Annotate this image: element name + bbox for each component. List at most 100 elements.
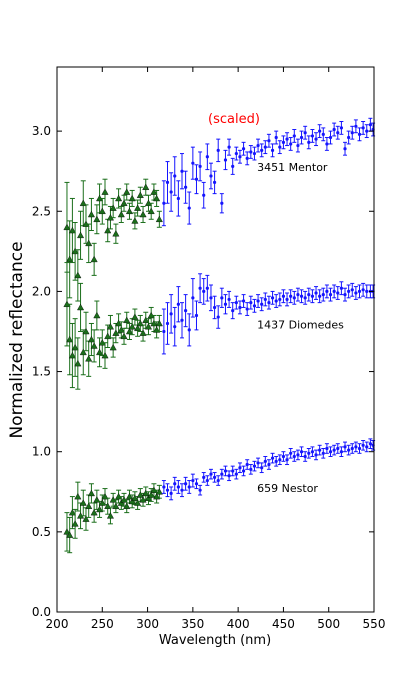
1437-diomedes-uv-point bbox=[93, 311, 101, 319]
659-nestor-uv-point bbox=[90, 509, 98, 516]
3451-mentor-uv-point bbox=[66, 255, 74, 263]
659-nestor-vis-point bbox=[343, 445, 347, 449]
3451-mentor-vis-point bbox=[234, 151, 238, 156]
3451-mentor-vis-point bbox=[231, 164, 235, 168]
1437-diomedes-uv-point bbox=[123, 316, 131, 324]
659-nestor-vis-point bbox=[368, 442, 372, 446]
plot-frame bbox=[56, 66, 375, 613]
1437-diomedes-vis-point bbox=[249, 301, 253, 305]
659-nestor-vis-point bbox=[184, 482, 188, 486]
3451-mentor-vis-point bbox=[187, 206, 191, 210]
3451-mentor-uv-point bbox=[117, 210, 125, 218]
659-nestor-uv-point bbox=[136, 491, 144, 498]
659-nestor-vis-point bbox=[260, 466, 264, 470]
3451-mentor-vis-point bbox=[278, 145, 282, 149]
3451-mentor-vis-point bbox=[227, 145, 231, 149]
3451-mentor-vis-point bbox=[205, 155, 209, 159]
x-tick-label: 500 bbox=[317, 617, 340, 631]
1437-diomedes-uv-point bbox=[87, 335, 95, 343]
3451-mentor-label: 3451 Mentor bbox=[257, 161, 328, 174]
1437-diomedes-vis-point bbox=[318, 294, 322, 298]
3451-mentor-uv-point bbox=[71, 247, 79, 255]
1437-diomedes-label: 1437 Diomedes bbox=[257, 318, 344, 331]
659-nestor-vis-point bbox=[202, 475, 206, 479]
659-nestor-vis-point bbox=[339, 450, 343, 454]
1437-diomedes-uv-point bbox=[142, 316, 150, 324]
1437-diomedes-vis-point bbox=[278, 297, 282, 302]
1437-diomedes-vis-point bbox=[361, 288, 365, 292]
3451-mentor-uv-point bbox=[74, 271, 82, 279]
1437-diomedes-vis-point bbox=[347, 289, 351, 294]
3451-mentor-vis-point bbox=[303, 131, 307, 135]
659-nestor-vis-point bbox=[205, 478, 209, 483]
3451-mentor-vis-point bbox=[354, 124, 358, 128]
659-nestor-vis-point bbox=[169, 491, 173, 495]
659-nestor-vis-point bbox=[173, 482, 177, 486]
659-nestor-uv-point bbox=[85, 502, 93, 509]
3451-mentor-uv-point bbox=[77, 231, 85, 239]
y-axis-title: Normalized reflectance bbox=[7, 241, 27, 438]
659-nestor-vis-point bbox=[209, 472, 213, 476]
1437-diomedes-vis-point bbox=[263, 297, 267, 302]
659-nestor-vis-point bbox=[321, 451, 325, 455]
3451-mentor-vis-point bbox=[339, 126, 343, 130]
1437-diomedes-vis-point bbox=[336, 291, 340, 295]
3451-mentor-uv-point bbox=[85, 239, 93, 247]
659-nestor-uv-point bbox=[71, 520, 79, 527]
659-nestor-vis-point bbox=[314, 453, 318, 457]
1437-diomedes-vis-point bbox=[267, 301, 271, 305]
659-nestor-vis-point bbox=[278, 458, 282, 462]
3451-mentor-vis-point bbox=[299, 135, 304, 140]
1437-diomedes-uv-point bbox=[120, 332, 128, 340]
1437-diomedes-uv-point bbox=[144, 323, 153, 330]
1437-diomedes-vis-point bbox=[343, 293, 347, 297]
659-nestor-vis-point bbox=[180, 488, 184, 492]
1437-diomedes-vis-point bbox=[274, 299, 278, 303]
1437-diomedes-uv-point bbox=[101, 351, 109, 359]
x-tick-label: 250 bbox=[91, 617, 114, 631]
1437-diomedes-vis-point bbox=[180, 318, 184, 322]
y-tick-label: 1.5 bbox=[32, 365, 51, 379]
1437-diomedes-vis-point bbox=[307, 293, 311, 297]
659-nestor-vis-point bbox=[307, 451, 311, 455]
1437-diomedes-vis-point bbox=[325, 289, 329, 294]
1437-diomedes-uv-point bbox=[128, 323, 136, 330]
659-nestor-vis-point bbox=[249, 467, 253, 471]
1437-diomedes-vis-point bbox=[194, 313, 199, 318]
659-nestor-vis-point bbox=[191, 478, 195, 483]
1437-diomedes-uv-point bbox=[82, 327, 90, 335]
659-nestor-vis-point bbox=[267, 462, 271, 467]
3451-mentor-vis-point bbox=[184, 185, 188, 189]
3451-mentor-uv-point bbox=[98, 207, 106, 215]
659-nestor-vis-point bbox=[347, 448, 351, 452]
3451-mentor-uv-point bbox=[120, 199, 128, 207]
1437-diomedes-uv-point bbox=[96, 348, 104, 356]
3451-mentor-uv-point bbox=[90, 255, 98, 263]
1437-diomedes-vis-point bbox=[173, 325, 177, 329]
3451-mentor-vis-point bbox=[194, 177, 199, 181]
3451-mentor-vis-point bbox=[274, 135, 278, 140]
659-nestor-uv-point bbox=[117, 499, 125, 506]
659-nestor-uv-point bbox=[144, 494, 153, 501]
3451-mentor-vis-point bbox=[347, 135, 351, 140]
1437-diomedes-vis-point bbox=[238, 305, 242, 310]
659-nestor-vis-point bbox=[194, 482, 199, 486]
1437-diomedes-vis-point bbox=[216, 315, 220, 319]
3451-mentor-vis-point bbox=[198, 164, 202, 168]
659-nestor-vis-point bbox=[216, 478, 220, 483]
3451-mentor-vis-point bbox=[321, 132, 325, 136]
3451-mentor-vis-point bbox=[241, 147, 246, 151]
3451-mentor-uv-point bbox=[123, 188, 131, 195]
3451-mentor-uv-point bbox=[87, 210, 95, 218]
1437-diomedes-vis-point bbox=[260, 302, 264, 306]
3451-mentor-uv-point bbox=[63, 223, 71, 231]
659-nestor-uv-point bbox=[142, 489, 150, 497]
1437-diomedes-uv-point bbox=[90, 342, 98, 349]
659-nestor-vis-point bbox=[165, 488, 170, 492]
659-nestor-vis-point bbox=[310, 450, 315, 454]
1437-diomedes-uv-point bbox=[109, 343, 117, 351]
3451-mentor-uv-point bbox=[115, 194, 123, 202]
1437-diomedes-vis-point bbox=[176, 302, 180, 306]
